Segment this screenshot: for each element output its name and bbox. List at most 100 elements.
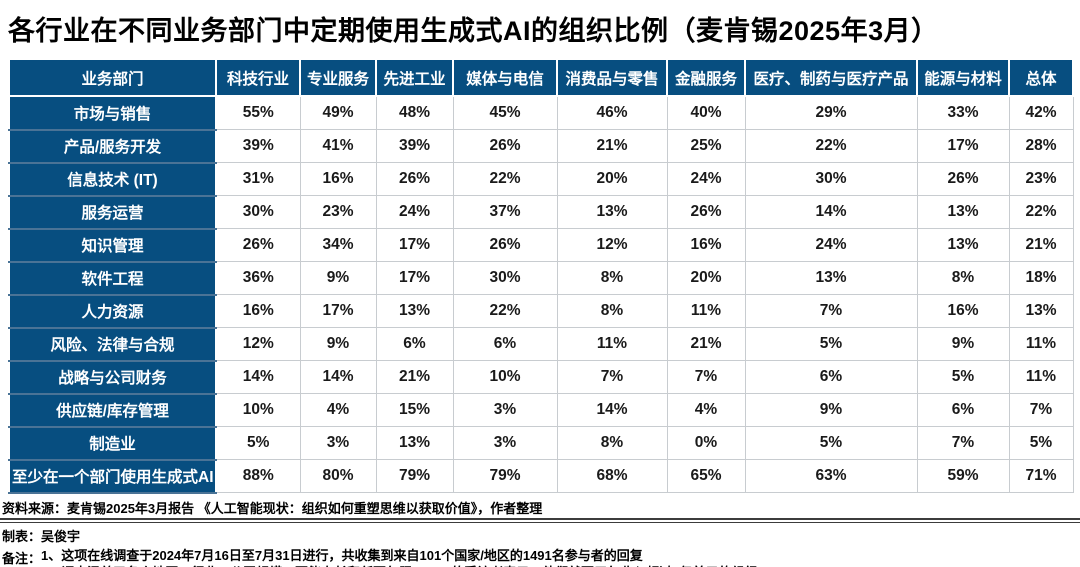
value-cell: 7% — [916, 426, 1010, 460]
value-cell: 18% — [1008, 261, 1074, 295]
value-cell: 45% — [452, 95, 558, 130]
row-header: 服务运营 — [8, 194, 217, 230]
author-line: 制表：吴俊宇 — [2, 528, 81, 544]
value-cell: 6% — [452, 327, 558, 361]
value-cell: 26% — [215, 228, 301, 262]
value-cell: 26% — [666, 195, 746, 229]
value-cell: 42% — [1008, 95, 1074, 130]
value-cell: 0% — [666, 426, 746, 460]
value-cell: 17% — [916, 129, 1010, 163]
value-cell: 5% — [744, 327, 918, 361]
value-cell: 21% — [666, 327, 746, 361]
value-cell: 9% — [744, 393, 918, 427]
value-cell: 7% — [556, 360, 668, 394]
column-header: 医疗、制药与医疗产品 — [744, 58, 918, 97]
value-cell: 13% — [744, 261, 918, 295]
value-cell: 13% — [1008, 294, 1074, 328]
value-cell: 21% — [1008, 228, 1074, 262]
value-cell: 39% — [215, 129, 301, 163]
value-cell: 30% — [744, 162, 918, 196]
table-row: 市场与销售 55% 49% 48% 45% 46% 40% 29% 33% 42% — [8, 95, 1074, 131]
note-lines: 1、这项在线调查于2024年7月16日至7月31日进行，共收集到来自101个国家… — [41, 548, 1078, 567]
value-cell: 23% — [1008, 162, 1074, 196]
value-cell: 71% — [1008, 459, 1074, 493]
row-header: 至少在一个部门使用生成式AI — [8, 458, 217, 494]
row-header: 知识管理 — [8, 227, 217, 263]
value-cell: 26% — [916, 162, 1010, 196]
value-cell: 17% — [299, 294, 377, 328]
value-cell: 14% — [215, 360, 301, 394]
value-cell: 11% — [556, 327, 668, 361]
value-cell: 13% — [375, 426, 454, 460]
column-header: 媒体与电信 — [452, 58, 558, 97]
genai-usage-table: 业务部门 科技行业 专业服务 先进工业 媒体与电信 消费品与零售 金融服务 医疗、制药与医疗产… — [8, 58, 1074, 494]
page-title: 各行业在不同业务部门中定期使用生成式AI的组织比例（麦肯锡2025年3月） — [8, 16, 939, 46]
table-row: 软件工程 36% 9% 17% 30% 8% 20% 13% 8% 18% — [8, 260, 1074, 296]
value-cell: 30% — [215, 195, 301, 229]
value-cell: 28% — [1008, 129, 1074, 163]
value-cell: 11% — [1008, 327, 1074, 361]
value-cell: 15% — [375, 393, 454, 427]
value-cell: 11% — [666, 294, 746, 328]
value-cell: 40% — [666, 95, 746, 130]
table-header: 业务部门 科技行业 专业服务 先进工业 媒体与电信 消费品与零售 金融服务 医疗、制药与医疗产… — [8, 58, 1074, 97]
column-header: 科技行业 — [215, 58, 301, 97]
value-cell: 5% — [215, 426, 301, 460]
table-row: 人力资源 16% 17% 13% 22% 8% 11% 7% 16% 13% — [8, 293, 1074, 329]
value-cell: 39% — [375, 129, 454, 163]
value-cell: 3% — [452, 393, 558, 427]
table-row: 风险、法律与合规 12% 9% 6% 6% 11% 21% 5% 9% 11% — [8, 326, 1074, 362]
value-cell: 7% — [666, 360, 746, 394]
value-cell: 12% — [556, 228, 668, 262]
table-row: 至少在一个部门使用生成式AI 88% 80% 79% 79% 68% 65% 63% 59% 71… — [8, 458, 1074, 494]
value-cell: 4% — [299, 393, 377, 427]
value-cell: 13% — [916, 195, 1010, 229]
value-cell: 22% — [452, 294, 558, 328]
row-header: 软件工程 — [8, 260, 217, 296]
table-row: 战略与公司财务 14% 14% 21% 10% 7% 7% 6% 5% 11% — [8, 359, 1074, 395]
value-cell: 16% — [299, 162, 377, 196]
value-cell: 9% — [299, 327, 377, 361]
column-header: 金融服务 — [666, 58, 746, 97]
value-cell: 79% — [452, 459, 558, 493]
value-cell: 22% — [1008, 195, 1074, 229]
value-cell: 12% — [215, 327, 301, 361]
value-cell: 9% — [916, 327, 1010, 361]
value-cell: 26% — [375, 162, 454, 196]
row-header: 战略与公司财务 — [8, 359, 217, 395]
value-cell: 33% — [916, 95, 1010, 130]
value-cell: 13% — [916, 228, 1010, 262]
value-cell: 6% — [916, 393, 1010, 427]
value-cell: 16% — [215, 294, 301, 328]
table-row: 服务运营 30% 23% 24% 37% 13% 26% 14% 13% 22% — [8, 194, 1074, 230]
column-header: 消费品与零售 — [556, 58, 668, 97]
value-cell: 6% — [744, 360, 918, 394]
value-cell: 65% — [666, 459, 746, 493]
table-row: 制造业 5% 3% 13% 3% 8% 0% 5% 7% 5% — [8, 425, 1074, 461]
notes: 备注： 1、这项在线调查于2024年7月16日至7月31日进行，共收集到来自10… — [0, 547, 1080, 567]
value-cell: 14% — [299, 360, 377, 394]
value-cell: 16% — [666, 228, 746, 262]
value-cell: 11% — [1008, 360, 1074, 394]
table-row: 产品/服务开发 39% 41% 39% 26% 21% 25% 22% 17% 28% — [8, 128, 1074, 164]
value-cell: 8% — [556, 261, 668, 295]
value-cell: 26% — [452, 129, 558, 163]
value-cell: 23% — [299, 195, 377, 229]
value-cell: 13% — [375, 294, 454, 328]
value-cell: 31% — [215, 162, 301, 196]
value-cell: 4% — [666, 393, 746, 427]
value-cell: 24% — [375, 195, 454, 229]
value-cell: 63% — [744, 459, 918, 493]
value-cell: 8% — [556, 294, 668, 328]
value-cell: 22% — [452, 162, 558, 196]
value-cell: 80% — [299, 459, 377, 493]
value-cell: 37% — [452, 195, 558, 229]
value-cell: 20% — [556, 162, 668, 196]
notes-label: 备注： — [2, 550, 42, 566]
divider-rule — [0, 517, 1080, 523]
value-cell: 17% — [375, 261, 454, 295]
table-row: 知识管理 26% 34% 17% 26% 12% 16% 24% 13% 21% — [8, 227, 1074, 263]
value-cell: 9% — [299, 261, 377, 295]
value-cell: 10% — [452, 360, 558, 394]
